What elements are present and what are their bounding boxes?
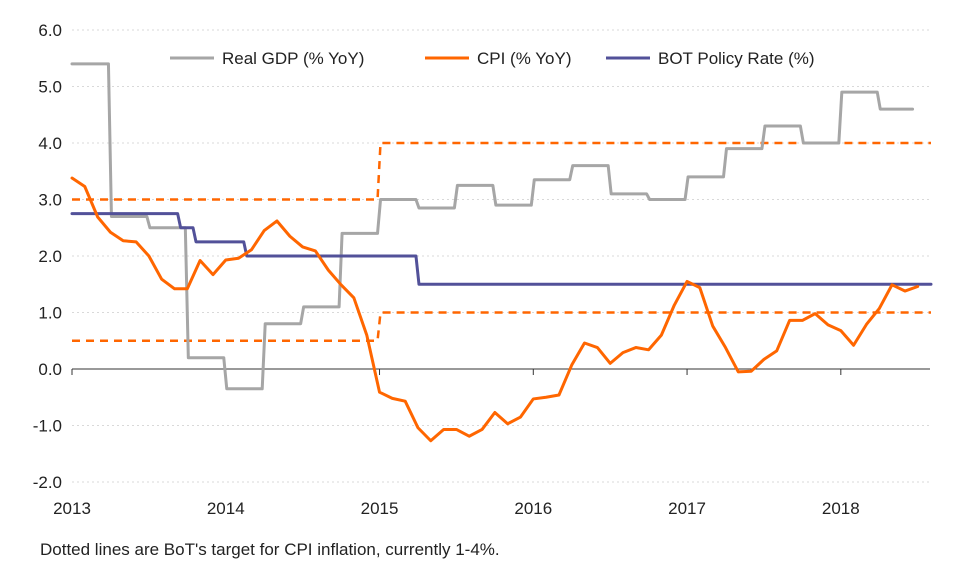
y-tick-label: -2.0 <box>33 473 62 492</box>
legend-label: BOT Policy Rate (%) <box>658 49 815 68</box>
series-cpi-yoy <box>70 176 920 443</box>
y-tick-label: 5.0 <box>38 78 62 97</box>
x-tick-label: 2017 <box>668 499 706 518</box>
x-tick-label: 2018 <box>822 499 860 518</box>
y-tick-label: 4.0 <box>38 134 62 153</box>
x-tick-label: 2015 <box>361 499 399 518</box>
legend-label: CPI (% YoY) <box>477 49 572 68</box>
x-tick-label: 2016 <box>514 499 552 518</box>
series-real-gdp-yoy <box>70 62 915 391</box>
legend-label: Real GDP (% YoY) <box>222 49 364 68</box>
y-tick-label: 2.0 <box>38 247 62 266</box>
x-tick-label: 2013 <box>53 499 91 518</box>
series-cpi-target-lower <box>72 311 931 342</box>
x-tick-label: 2014 <box>207 499 245 518</box>
series-cpi-target-upper <box>72 141 931 201</box>
y-tick-label: 0.0 <box>38 360 62 379</box>
y-tick-label: 1.0 <box>38 304 62 323</box>
y-tick-label: 3.0 <box>38 191 62 210</box>
series-bot-policy-rate <box>70 212 933 286</box>
y-tick-label: 6.0 <box>38 21 62 40</box>
y-tick-label: -1.0 <box>33 417 62 436</box>
chart-footnote: Dotted lines are BoT's target for CPI in… <box>40 540 500 559</box>
